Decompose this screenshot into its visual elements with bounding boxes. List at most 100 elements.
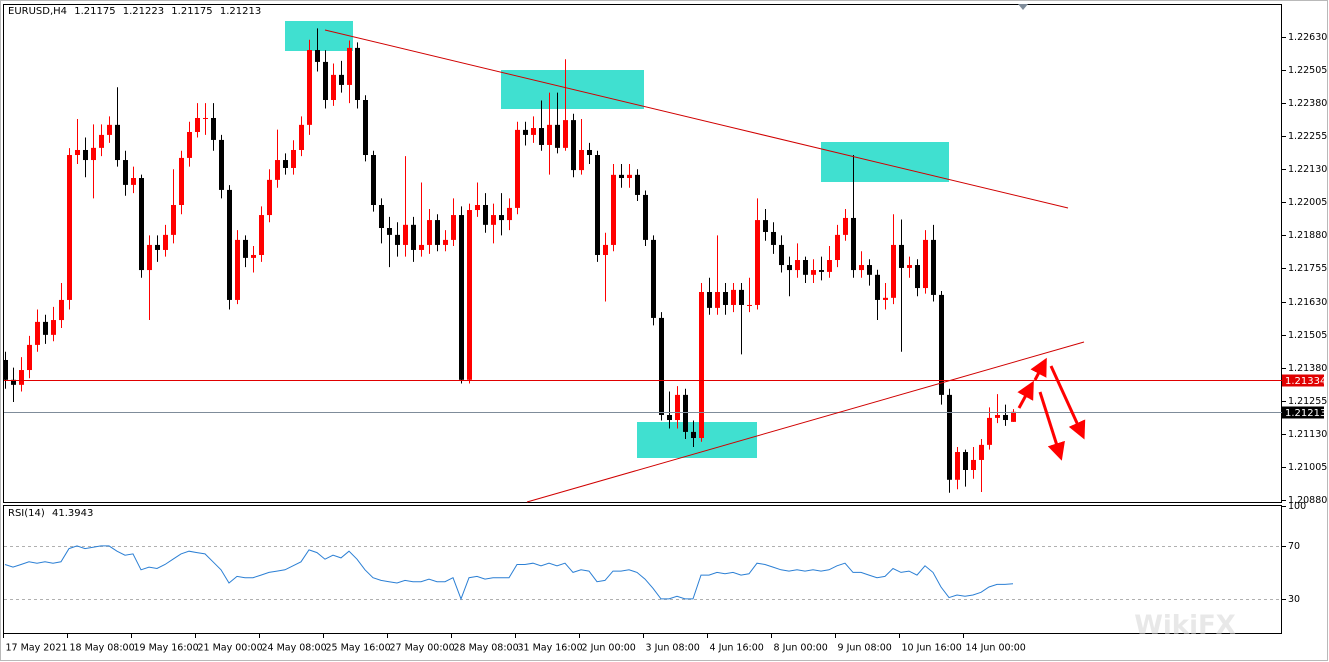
- price-label: 1.21334: [1285, 376, 1326, 387]
- candle-body: [923, 239, 928, 289]
- candle-body: [699, 292, 704, 438]
- x-tick-label: 18 May 08:00: [70, 643, 135, 654]
- x-tick-label: 24 May 08:00: [262, 643, 327, 654]
- candle-body: [875, 274, 880, 300]
- candle-body: [827, 260, 832, 272]
- candle-body: [1003, 414, 1008, 421]
- candle-body: [955, 452, 960, 480]
- candle-body: [619, 174, 624, 179]
- candle-body: [947, 394, 952, 480]
- candle-body: [443, 239, 448, 245]
- arrow: [1017, 380, 1034, 409]
- candle-body: [931, 239, 936, 295]
- candle-body: [211, 117, 216, 140]
- x-tick-label: 27 May 00:00: [390, 643, 455, 654]
- candle-body: [123, 160, 128, 185]
- candle-body: [979, 444, 984, 460]
- candle-body: [483, 204, 488, 225]
- y-tick-label: 1.22505: [1288, 65, 1327, 76]
- candle-body: [363, 100, 368, 156]
- annotations: [285, 21, 949, 458]
- zone-box: [821, 142, 949, 182]
- y-tick-label: 1.21630: [1288, 297, 1327, 308]
- y-tick-label: 1.21880: [1288, 230, 1327, 241]
- candle-body: [811, 270, 816, 275]
- candle-body: [243, 239, 248, 258]
- x-tick-label: 2 Jun 00:00: [582, 643, 636, 654]
- candle-body: [739, 289, 744, 305]
- candle-body: [187, 132, 192, 158]
- candle-body: [763, 220, 768, 232]
- x-tick-label: 14 Jun 00:00: [966, 643, 1026, 654]
- candle-body: [859, 265, 864, 271]
- last-close: 1.21213: [219, 6, 262, 17]
- rsi-line: [4, 545, 1014, 601]
- arrow: [1038, 391, 1065, 461]
- y-tick-label: 1.21505: [1288, 330, 1327, 341]
- candle-body: [67, 155, 72, 300]
- y-tick-label: 1.20880: [1288, 495, 1327, 506]
- candle-body: [3, 359, 8, 380]
- y-tick-label: 100: [1288, 501, 1306, 512]
- candle-body: [891, 244, 896, 298]
- candle-body: [355, 47, 360, 101]
- candle-body: [499, 215, 504, 221]
- candle-body: [387, 228, 392, 235]
- candle-body: [819, 270, 824, 272]
- candle-body: [715, 292, 720, 308]
- candle-body: [107, 124, 112, 135]
- price-header: EURUSD,H4 1.21175 1.21223 1.21175 1.2121…: [8, 6, 265, 17]
- candle-body: [371, 155, 376, 205]
- candle-body: [651, 239, 656, 318]
- y-tick-label: 1.21755: [1288, 263, 1327, 274]
- y-tick-label: 70: [1288, 541, 1300, 552]
- x-tick-label: 8 Jun 00:00: [774, 643, 828, 654]
- candle-body: [131, 178, 136, 185]
- candle-body: [899, 244, 904, 268]
- candle-body: [1011, 411, 1016, 422]
- candle-body: [579, 149, 584, 171]
- candle-body: [491, 215, 496, 225]
- price-label: 1.21213: [1285, 408, 1326, 419]
- shift-marker: [1018, 4, 1028, 10]
- candle-body: [339, 74, 344, 85]
- trend-line: [324, 29, 1069, 209]
- candle-body: [427, 220, 432, 245]
- candle-body: [987, 417, 992, 445]
- candle-body: [419, 244, 424, 250]
- trend-line: [526, 341, 1085, 503]
- candle-body: [691, 431, 696, 438]
- candle-body: [571, 120, 576, 171]
- candle-body: [19, 370, 24, 385]
- y-tick-label: 1.21130: [1288, 429, 1327, 440]
- candle-body: [299, 124, 304, 150]
- y-tick-label: 1.21380: [1288, 363, 1327, 374]
- candle-body: [867, 265, 872, 275]
- candle-body: [179, 157, 184, 205]
- candle-body: [435, 220, 440, 245]
- arrow: [1030, 357, 1047, 381]
- y-tick-label: 1.22130: [1288, 164, 1327, 175]
- candle-body: [587, 149, 592, 156]
- candle-body: [635, 174, 640, 195]
- candle-body: [755, 220, 760, 305]
- rsi-last: 41.3943: [51, 508, 94, 519]
- candle-body: [843, 217, 848, 235]
- candle-body: [51, 320, 56, 335]
- candle-body: [611, 174, 616, 245]
- candle-body: [707, 292, 712, 308]
- candle-body: [27, 344, 32, 371]
- candle-body: [771, 231, 776, 245]
- candle-body: [507, 207, 512, 221]
- x-tick-label: 19 May 16:00: [134, 643, 199, 654]
- x-tick-label: 31 May 16:00: [518, 643, 583, 654]
- plot-area: [3, 28, 1282, 601]
- candle-body: [283, 160, 288, 168]
- y-tick-label: 1.21005: [1288, 462, 1327, 473]
- price-label-box: [1282, 406, 1324, 419]
- candle-body: [11, 379, 16, 385]
- candle-body: [523, 129, 528, 135]
- candle-body: [395, 234, 400, 245]
- candle-body: [971, 459, 976, 470]
